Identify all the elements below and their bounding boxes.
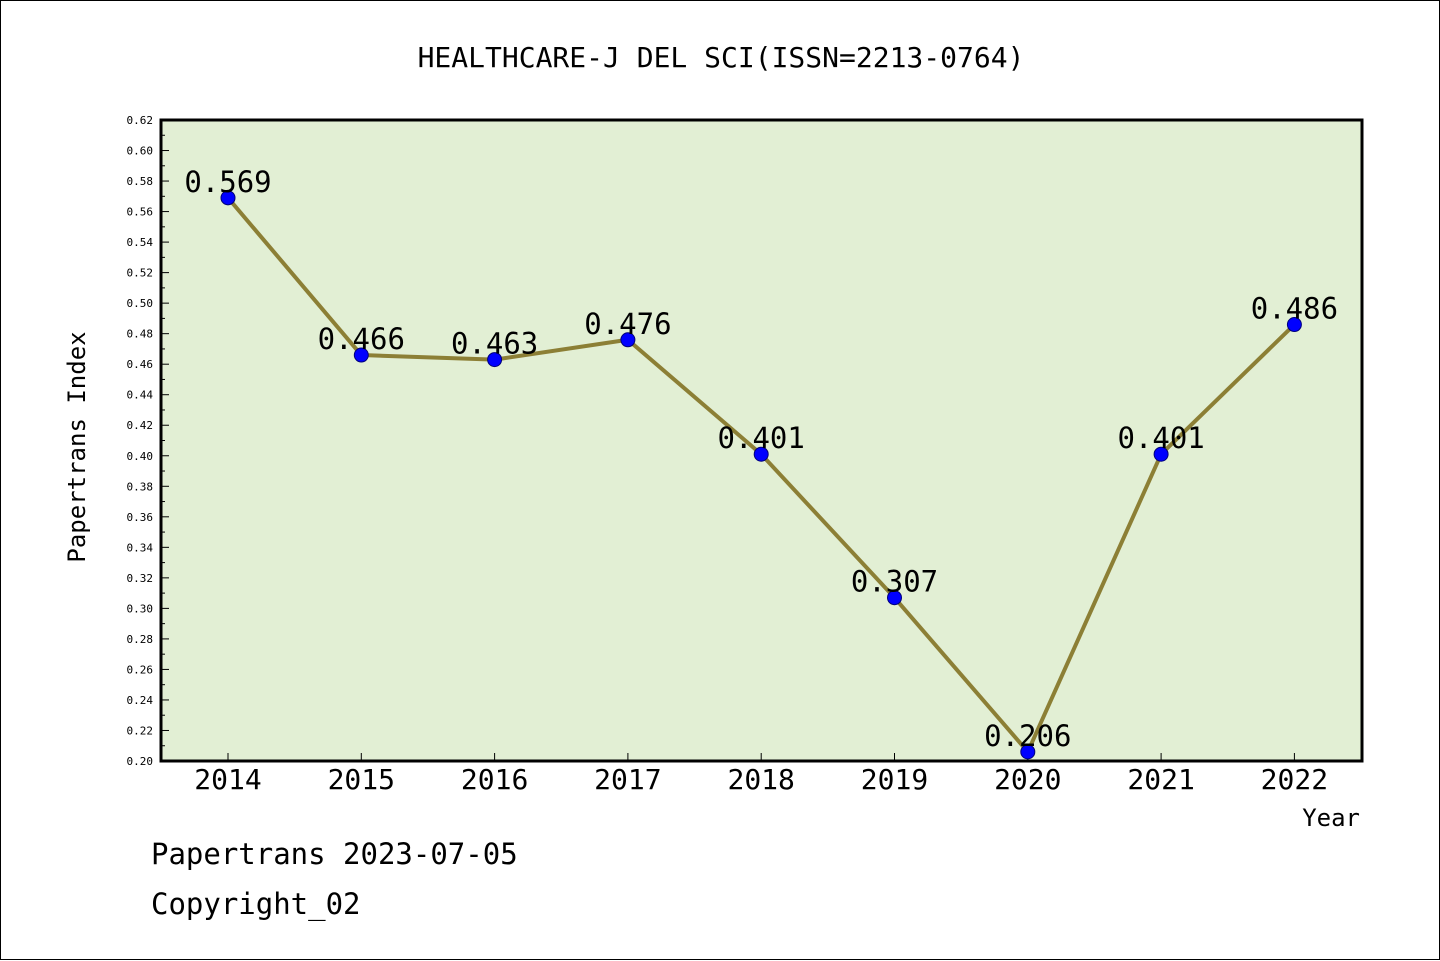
x-tick-label: 2016 bbox=[461, 763, 528, 796]
x-axis-ticks: 2014 2015 2016 2017 2018 2019 2020 2021 2022 bbox=[194, 753, 1328, 796]
x-tick-label: 2019 bbox=[861, 763, 928, 796]
y-axis-ticks: 0.20 0.22 0.24 0.26 0.28 0.30 0.32 0.34 0.36 0.38… bbox=[127, 114, 169, 768]
plot-area bbox=[159, 118, 1364, 763]
y-tick-label: 0.56 bbox=[127, 206, 154, 219]
data-point-2019 bbox=[887, 590, 902, 606]
data-point-2014 bbox=[220, 190, 236, 206]
y-tick-label: 0.48 bbox=[127, 328, 154, 341]
data-label-2016: 0.463 bbox=[451, 327, 538, 361]
data-point-2020 bbox=[1020, 744, 1036, 760]
y-tick-label: 0.20 bbox=[127, 755, 154, 768]
y-tick-label: 0.26 bbox=[127, 663, 154, 676]
x-tick-label: 2018 bbox=[727, 763, 794, 796]
y-tick-label: 0.40 bbox=[127, 450, 154, 463]
y-tick-label: 0.22 bbox=[127, 724, 154, 737]
y-tick-label: 0.52 bbox=[127, 267, 154, 280]
data-label-2015: 0.466 bbox=[318, 322, 405, 356]
data-label-2018: 0.401 bbox=[718, 421, 805, 455]
y-tick-label: 0.58 bbox=[127, 175, 154, 188]
x-tick-label: 2017 bbox=[594, 763, 661, 796]
y-tick-label: 0.30 bbox=[127, 602, 154, 615]
x-tick-label: 2015 bbox=[328, 763, 395, 796]
data-point-2018 bbox=[753, 446, 769, 462]
chart-title: HEALTHCARE-J DEL SCI(ISSN=2213-0764) bbox=[418, 41, 1025, 74]
data-points bbox=[220, 190, 1302, 760]
y-tick-label: 0.28 bbox=[127, 633, 154, 646]
x-tick-label: 2021 bbox=[1127, 763, 1194, 796]
y-tick-label: 0.60 bbox=[127, 145, 154, 158]
y-tick-label: 0.54 bbox=[127, 236, 154, 249]
data-label-2017: 0.476 bbox=[584, 307, 671, 341]
y-tick-label: 0.36 bbox=[127, 511, 154, 524]
data-point-2015 bbox=[353, 347, 369, 363]
y-axis-label: Papertrans Index bbox=[63, 331, 91, 562]
data-labels: 0.569 0.466 0.463 0.476 0.401 0.307 0.206 0.401… bbox=[184, 165, 1338, 753]
data-label-2020: 0.206 bbox=[984, 719, 1071, 753]
y-tick-label: 0.46 bbox=[127, 358, 154, 371]
data-point-2017 bbox=[620, 332, 636, 348]
data-label-2022: 0.486 bbox=[1251, 292, 1338, 326]
y-tick-label: 0.42 bbox=[127, 419, 154, 432]
y-tick-label: 0.38 bbox=[127, 480, 154, 493]
y-tick-label: 0.32 bbox=[127, 572, 154, 585]
x-axis-label: Year bbox=[1302, 804, 1360, 832]
x-tick-label: 2020 bbox=[994, 763, 1061, 796]
data-label-2021: 0.401 bbox=[1117, 421, 1204, 455]
data-label-2019: 0.307 bbox=[851, 565, 938, 599]
y-tick-label: 0.24 bbox=[127, 694, 154, 707]
data-label-2014: 0.569 bbox=[184, 165, 271, 199]
data-point-2022 bbox=[1286, 317, 1302, 333]
footer-date: Papertrans 2023-07-05 bbox=[151, 837, 518, 871]
y-tick-label: 0.44 bbox=[127, 389, 154, 402]
footer-copyright: Copyright_02 bbox=[151, 887, 361, 921]
x-tick-label: 2014 bbox=[194, 763, 261, 796]
data-point-2021 bbox=[1153, 446, 1169, 462]
data-point-2016 bbox=[487, 352, 503, 368]
y-tick-label: 0.50 bbox=[127, 297, 154, 310]
y-tick-label: 0.62 bbox=[127, 114, 154, 127]
y-tick-label: 0.34 bbox=[127, 541, 154, 554]
x-tick-label: 2022 bbox=[1261, 763, 1328, 796]
